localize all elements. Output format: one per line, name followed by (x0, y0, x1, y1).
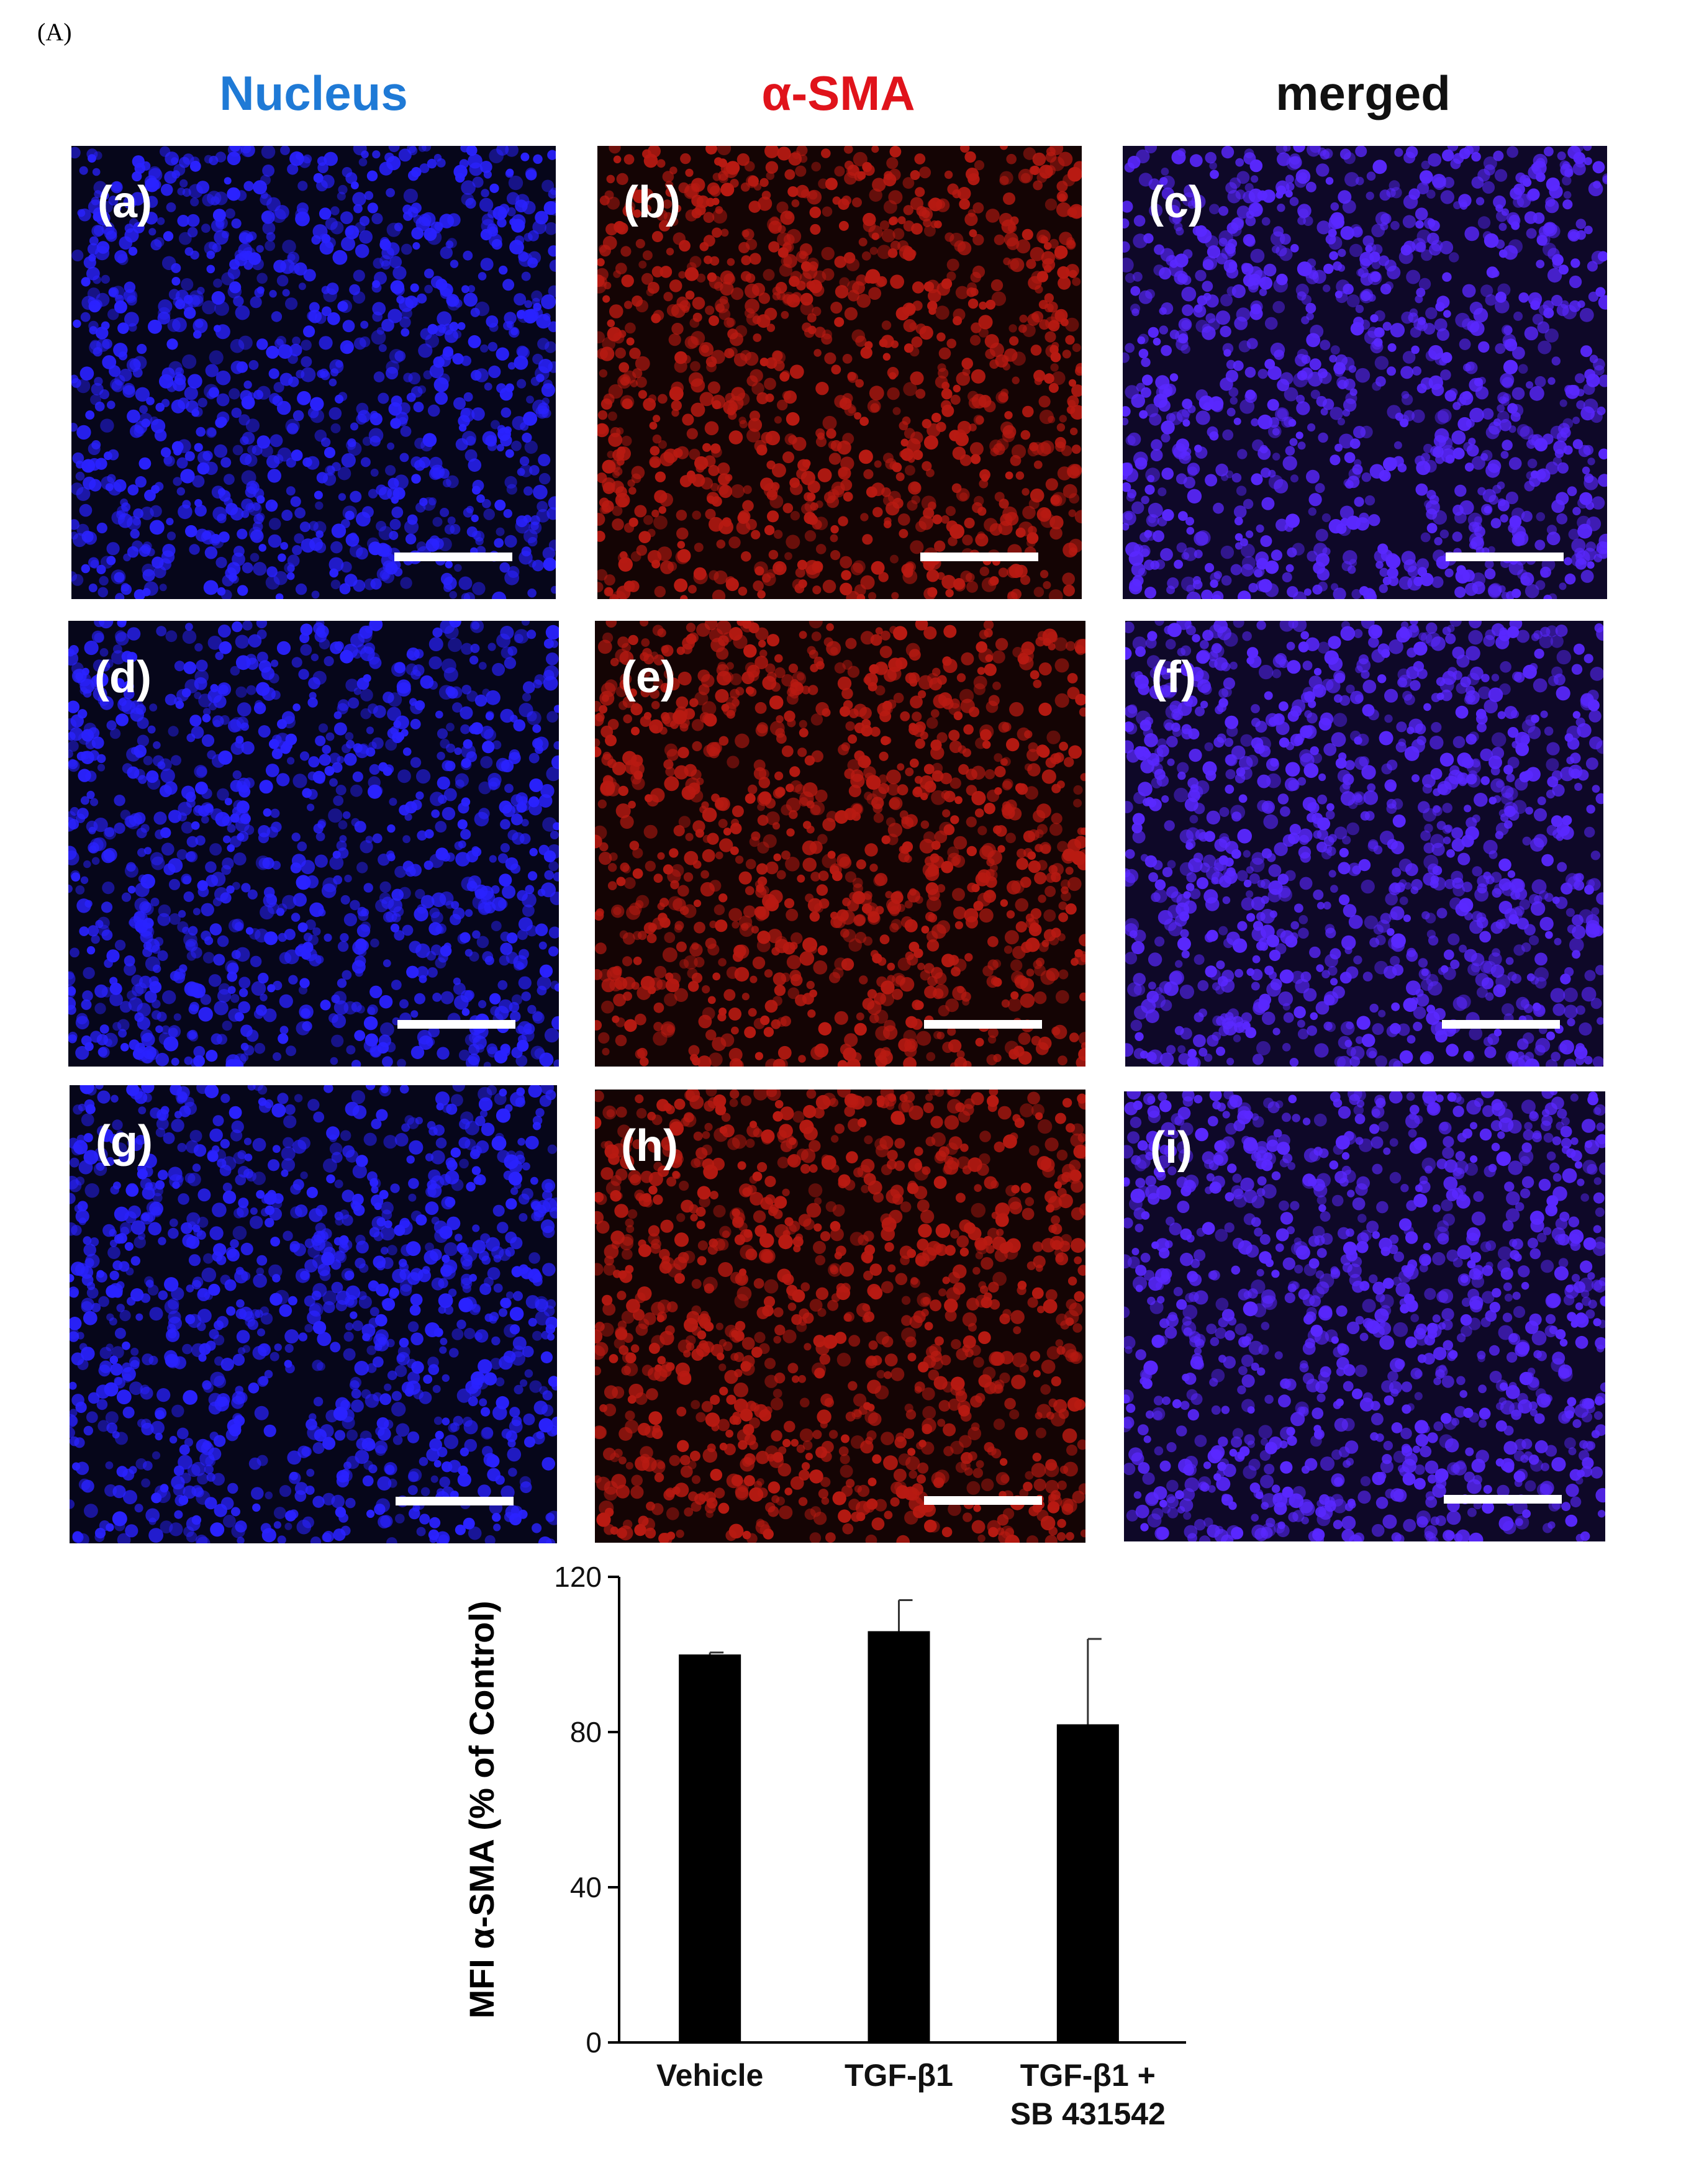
micrograph-panel: (g) (70, 1085, 557, 1543)
scale-bar (397, 1020, 515, 1029)
bar (868, 1631, 930, 2042)
scale-bar (920, 553, 1038, 561)
cell-dots (70, 1085, 557, 1543)
micrograph-panel: (a) (71, 146, 556, 599)
cell-dots (595, 1090, 1085, 1543)
panel-label: (e) (621, 652, 676, 702)
cell-dots (71, 146, 556, 599)
panel-label: (i) (1150, 1123, 1192, 1173)
micrograph-panel: (i) (1124, 1091, 1605, 1541)
micrograph-panel: (c) (1123, 146, 1607, 599)
bar (1056, 1724, 1119, 2042)
bar (679, 1654, 741, 2042)
panel-label: (b) (623, 178, 681, 227)
y-tick-label: 40 (570, 1871, 602, 1903)
y-tick-label: 80 (570, 1716, 602, 1748)
figure-label: (A) (37, 18, 72, 46)
x-tick-label: SB 431542 (1010, 2096, 1166, 2131)
y-tick-label: 120 (554, 1561, 602, 1593)
micrograph-panel: (e) (595, 621, 1085, 1067)
scale-bar (394, 553, 512, 561)
panel-label: (d) (94, 652, 152, 702)
cell-dots (1123, 146, 1607, 599)
scale-bar (924, 1020, 1042, 1029)
scale-bar (1446, 553, 1564, 561)
micrograph-panel: (b) (597, 146, 1082, 599)
cell-dots (1124, 1091, 1605, 1541)
cell-dots (595, 621, 1085, 1067)
y-tick-label: 0 (586, 2026, 602, 2059)
panel-label: (f) (1151, 652, 1196, 702)
micrograph-panel: (d) (68, 621, 559, 1067)
cell-dots (597, 146, 1082, 599)
cell-dots (1125, 621, 1603, 1067)
column-header-merged: merged (1275, 66, 1451, 120)
x-tick-label: Vehicle (656, 2058, 763, 2093)
chart-labels: Vehicle TGF-β1 TGF-β1 +SB 431542 (656, 2058, 1166, 2131)
x-tick-label: TGF-β1 (845, 2058, 953, 2093)
panel-label: (a) (97, 178, 152, 227)
micrograph-panel: (h) (595, 1090, 1085, 1543)
column-header-sma: α-SMA (761, 66, 915, 120)
scale-bar (1442, 1020, 1560, 1029)
panel-label: (g) (96, 1117, 153, 1166)
bar-chart: 0 40 80 120 MFI α-SMA (% of Control) Vehicle… (462, 1561, 1186, 2131)
y-axis-title: MFI α-SMA (% of Control) (462, 1600, 501, 2018)
panel-label: (c) (1149, 178, 1203, 227)
micrograph-panel: (f) (1125, 621, 1603, 1067)
scale-bar (924, 1496, 1042, 1505)
panel-label: (h) (621, 1121, 678, 1171)
scale-bar (396, 1497, 514, 1505)
scale-bar (1444, 1495, 1562, 1504)
x-tick-label: TGF-β1 + (1020, 2058, 1156, 2093)
column-header-nucleus: Nucleus (219, 66, 408, 120)
chart-bars (679, 1599, 1119, 2042)
